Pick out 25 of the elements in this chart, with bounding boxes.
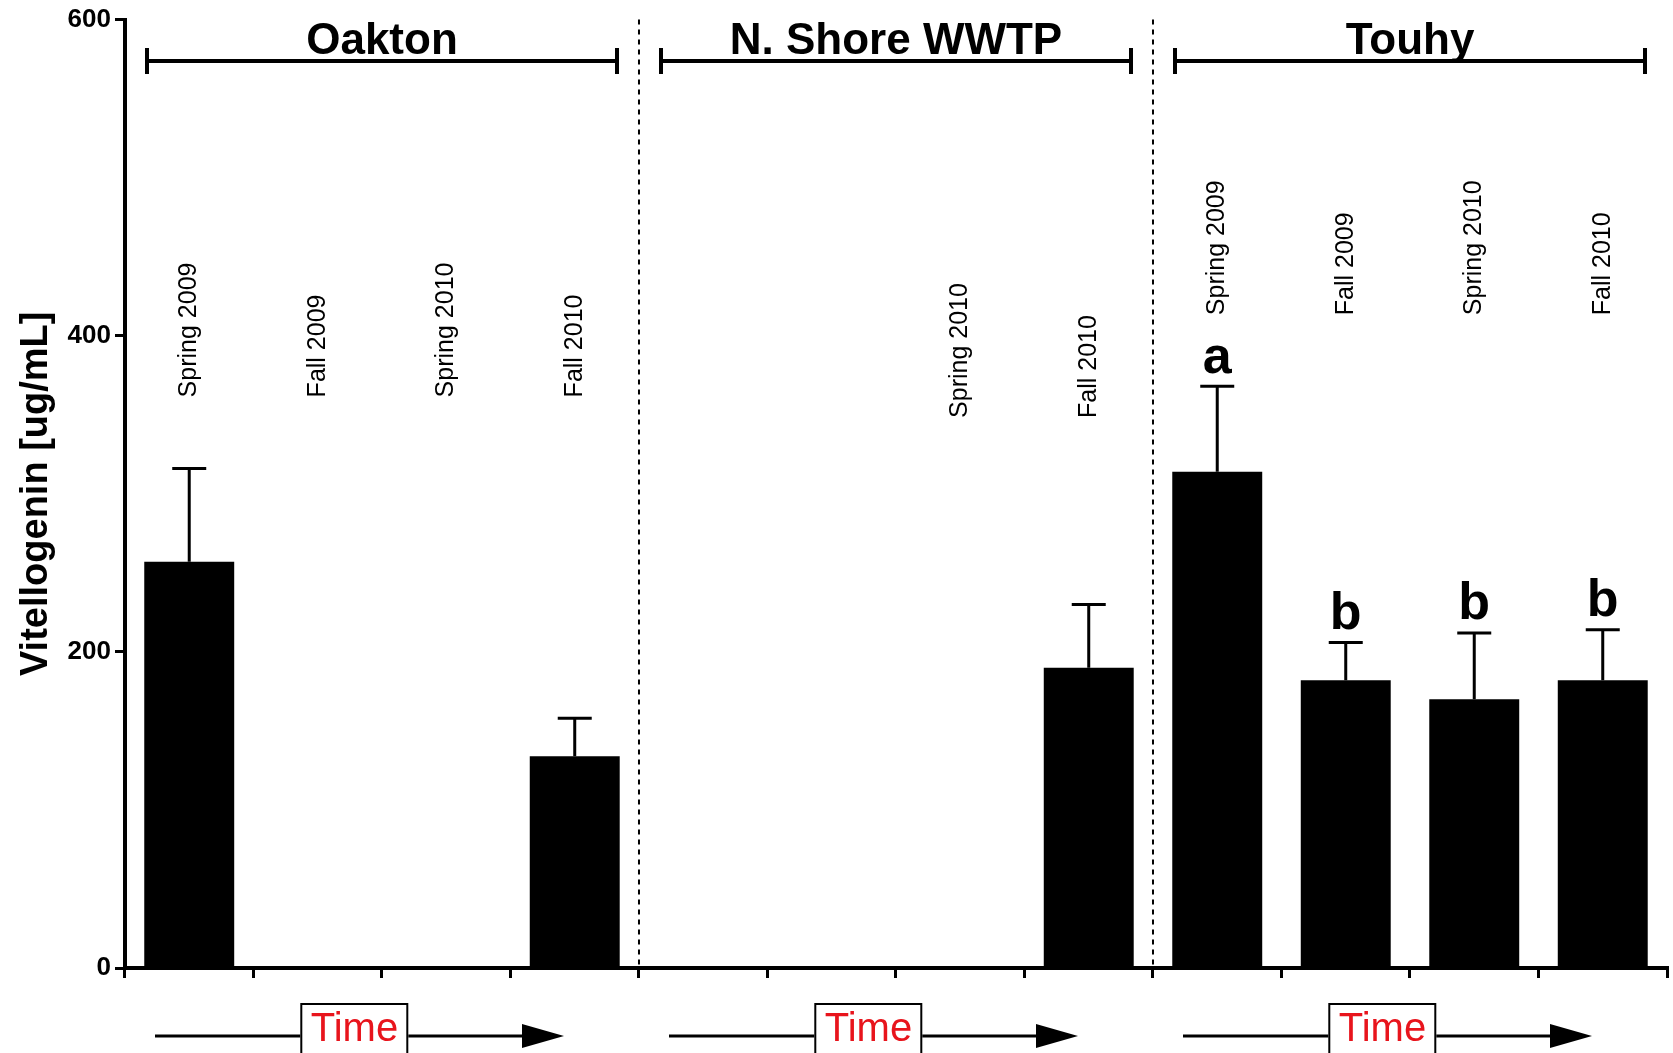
annotation: Oakton	[306, 13, 458, 63]
y-tick-label: 0	[96, 951, 111, 982]
x-tick-label: Fall 2010	[1072, 315, 1101, 418]
text: Time	[1328, 1003, 1437, 1053]
y-axis-title: Vitellogenin [ug/mL]	[13, 311, 56, 677]
x-tick-label: Fall 2010	[558, 294, 587, 398]
x-tick-label: Spring 2009	[1201, 180, 1230, 316]
annotation: Touhy	[1345, 13, 1475, 63]
x-tick-label: Fall 2009	[301, 294, 330, 398]
y-tick-label: 600	[67, 2, 111, 33]
y-tick-label: 400	[67, 318, 111, 349]
annotation: b	[1458, 572, 1491, 631]
annotation: a	[1202, 325, 1233, 384]
annotation: b	[1586, 569, 1619, 628]
text: Time	[300, 1003, 409, 1053]
annotation: b	[1329, 581, 1362, 640]
x-tick-label: Spring 2010	[1458, 180, 1487, 316]
y-tick-label: 200	[67, 635, 111, 666]
x-tick-label: Fall 2010	[1586, 212, 1615, 316]
x-tick-label: Spring 2009	[173, 262, 202, 398]
x-tick-label: Spring 2010	[430, 262, 459, 398]
x-tick-label: Fall 2009	[1329, 212, 1358, 316]
text: Time	[814, 1003, 923, 1053]
x-tick-label: Spring 2010	[944, 283, 973, 418]
annotation: N. Shore WWTP	[729, 13, 1063, 63]
